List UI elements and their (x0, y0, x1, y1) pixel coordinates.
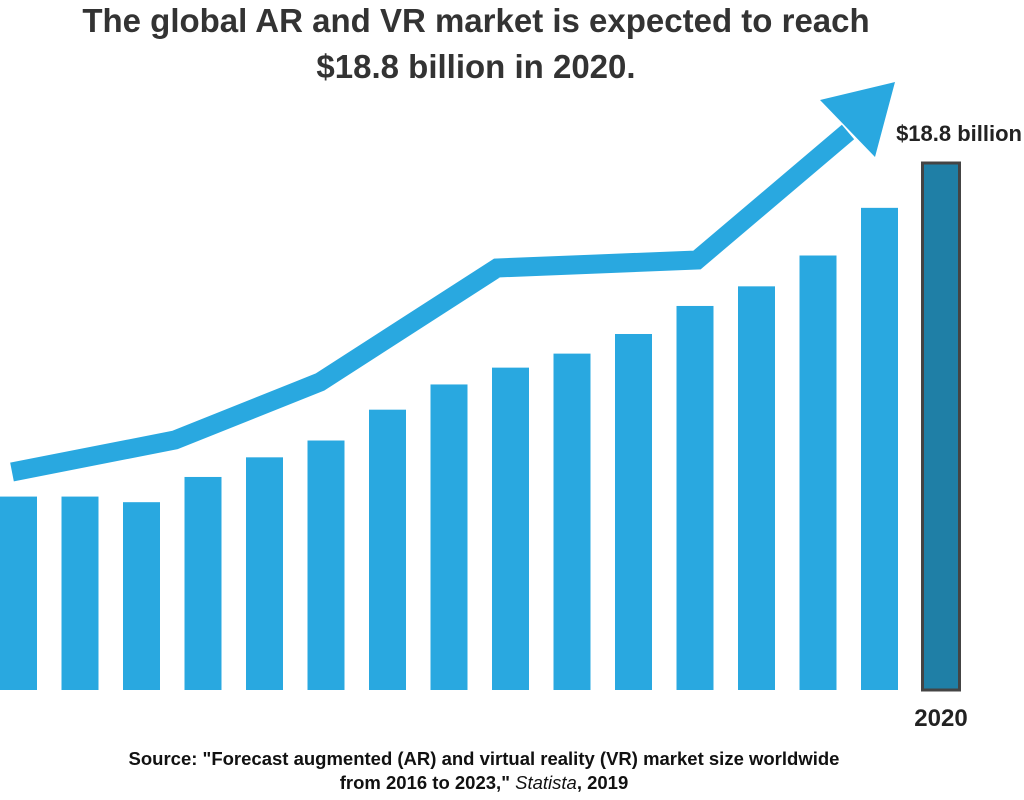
arrow-head (820, 82, 895, 157)
source-publisher: Statista (515, 772, 577, 793)
bar (430, 384, 468, 690)
bar (799, 255, 837, 691)
bar (307, 440, 345, 690)
source-note: from 2016 to 2023," Statista, 2019 (340, 772, 629, 793)
bar (246, 457, 283, 690)
bar (921, 161, 961, 692)
bar (61, 496, 99, 690)
bar (0, 496, 37, 690)
chart-title: $18.8 billion in 2020. (316, 48, 635, 85)
bar (615, 333, 652, 690)
source-note: from 2016 to 2023," (340, 772, 515, 793)
bar (369, 409, 406, 690)
x-tick-label: 2020 (914, 705, 967, 732)
bar (492, 367, 529, 690)
bar (184, 476, 222, 690)
bar (738, 286, 775, 690)
trend-arrow (10, 82, 895, 482)
arrow-line (10, 124, 855, 482)
value-label: $18.8 billion (896, 121, 1022, 146)
bar (676, 305, 714, 690)
source-note: , 2019 (577, 772, 628, 793)
bar (123, 502, 160, 690)
bar (861, 207, 898, 690)
source-note: Source: "Forecast augmented (AR) and vir… (129, 748, 840, 769)
bars (0, 161, 961, 692)
chart-title: The global AR and VR market is expected … (82, 2, 869, 39)
bar (553, 353, 591, 690)
